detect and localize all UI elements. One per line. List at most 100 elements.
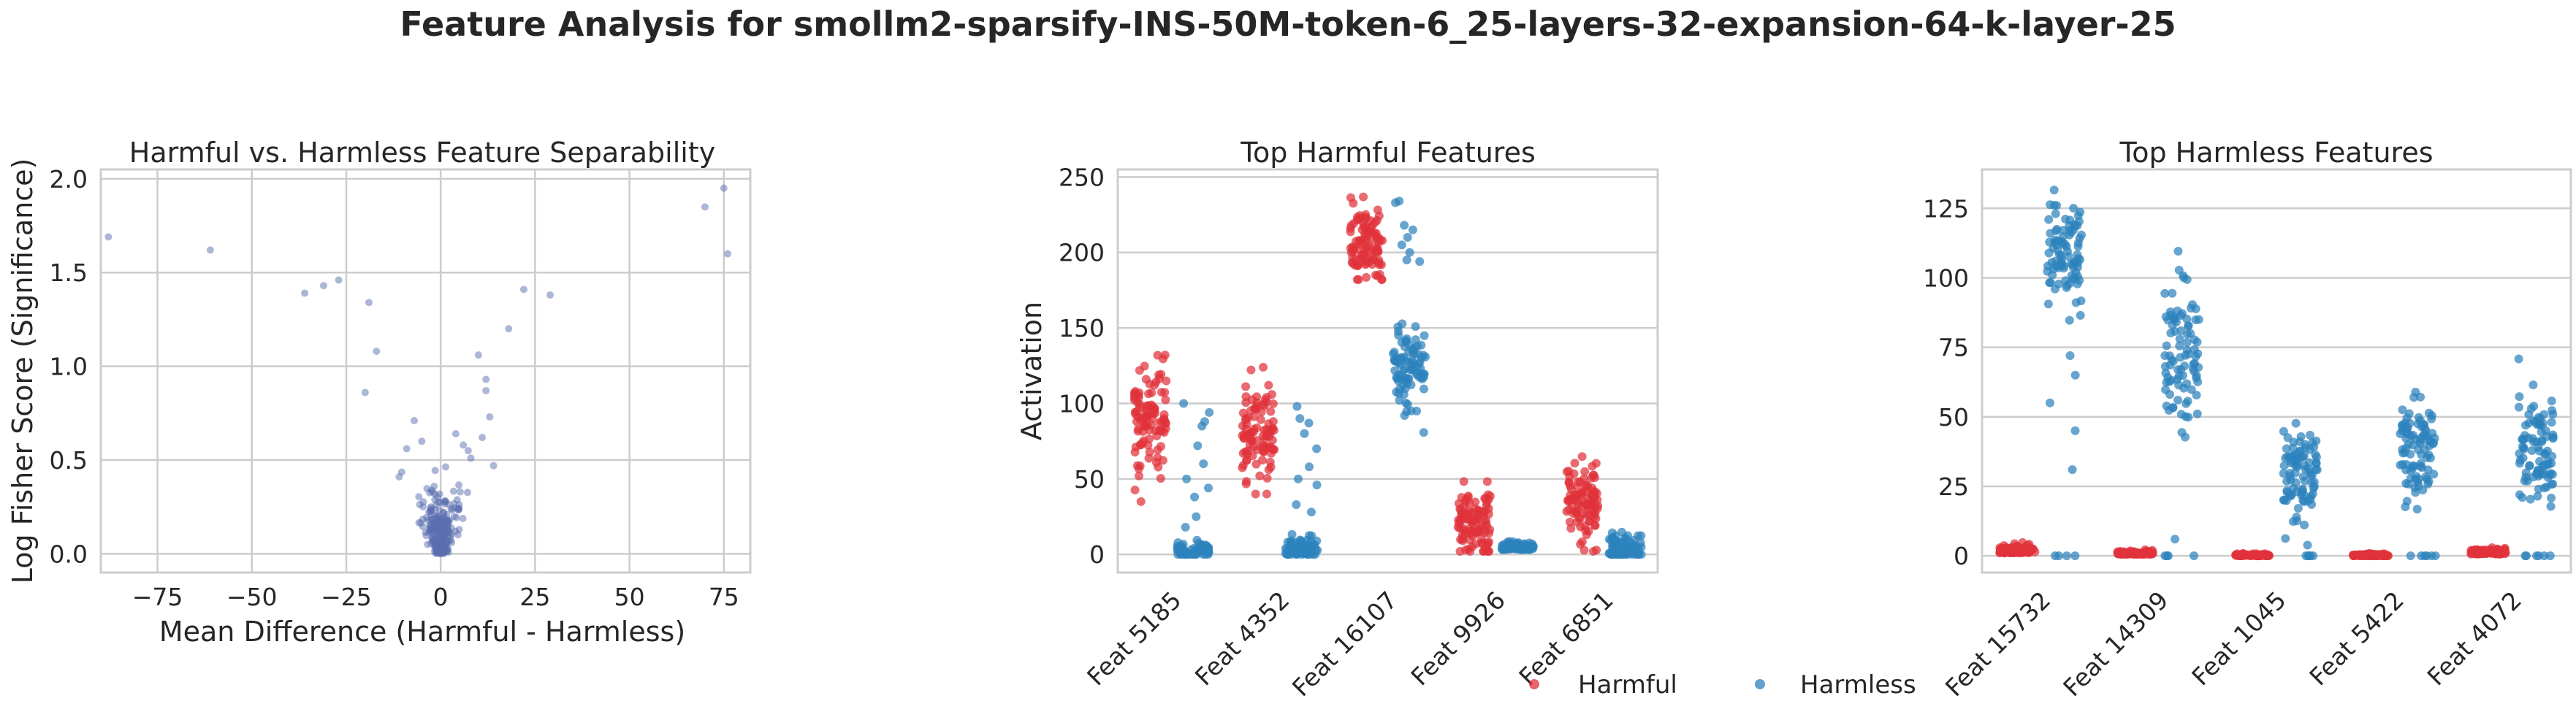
panel-3-point [2192, 391, 2201, 400]
panel-1-point [403, 445, 411, 453]
panel-1-point [451, 430, 460, 438]
panel-3-point [2059, 226, 2068, 235]
panel-2-point [1130, 448, 1140, 457]
panel-2-point [1562, 467, 1571, 477]
panel-2-point [1415, 257, 1425, 267]
panel-1-point [446, 536, 454, 544]
panel-2-point [1190, 492, 1200, 502]
panel-3-ytick-label: 0 [1954, 542, 1969, 570]
panel-2-point [1246, 365, 1256, 375]
panel-3-point [2482, 548, 2491, 558]
panel-3-point [2070, 370, 2080, 380]
panel-2-point [1151, 458, 1161, 467]
panel-3-point [2545, 551, 2555, 561]
panel-3-point [2535, 470, 2545, 479]
panel-2-point [1265, 457, 1275, 467]
panel-2-point [1454, 516, 1463, 525]
panel-1-point [459, 515, 467, 523]
panel-3-point [2062, 280, 2072, 290]
panel-1-xtick-label: 75 [709, 583, 739, 611]
panel-3-point [2076, 296, 2086, 305]
panel-2-xtick-label: Feat 5185 [1081, 586, 1186, 691]
panel-1-point [443, 544, 451, 552]
panel-3-point [2291, 418, 2301, 428]
panel-3-point [2183, 329, 2192, 339]
panel-1-point [464, 489, 472, 497]
panel-3-ytick-label: 125 [1923, 194, 1969, 223]
panel-3-point [2160, 288, 2170, 298]
panel-2-point [1564, 478, 1574, 487]
panel-3-point [2165, 351, 2174, 361]
panel-2-ytick-label: 250 [1059, 163, 1105, 191]
panel-2-point [1569, 495, 1579, 505]
panel-3-point [2077, 230, 2087, 240]
panel-3-point [2305, 430, 2314, 440]
panel-2-point [1153, 445, 1162, 455]
panel-3-point [2059, 264, 2068, 273]
panel-2-point [1241, 479, 1251, 489]
panel-2-point [1268, 390, 1277, 399]
panel-3-xtick-label: Feat 1045 [2186, 586, 2291, 691]
panel-3-point [2308, 489, 2317, 499]
panel-3-point [2146, 548, 2156, 557]
panel-2-point [1477, 538, 1487, 548]
panel-2-point [1482, 502, 1491, 511]
panel-1-point [438, 530, 446, 538]
panel-1-point [450, 499, 458, 508]
panel-1-point [410, 417, 418, 425]
panel-2-point [1590, 502, 1600, 512]
panel-3-point [2161, 368, 2171, 378]
panel-top-harmful: Top Harmful Features 0 50 100 150 200 250 Feat… [1015, 137, 1659, 702]
panel-2-point [1460, 497, 1470, 507]
panel-1-point [482, 375, 490, 383]
panel-1-point [418, 437, 426, 445]
panel-3-point [2062, 242, 2071, 251]
panel-3-point [2168, 321, 2177, 330]
panel-2-point [1304, 418, 1314, 428]
panel-1-point [452, 513, 460, 521]
panel-1-xtick-label: 25 [519, 583, 550, 611]
panel-1-point [482, 386, 490, 394]
panel-1-ytick-label: 0.5 [50, 446, 88, 475]
panel-2-point [1373, 244, 1382, 253]
panel-2-point [1464, 544, 1474, 554]
panel-3-point [2285, 472, 2295, 481]
panel-3-point [2491, 549, 2500, 559]
panel-3-point [2413, 445, 2423, 454]
panel-2-point [1205, 407, 1214, 417]
panel-2-point [1304, 462, 1314, 472]
panel-1-points [104, 184, 731, 558]
panel-2-point [1292, 402, 1302, 411]
panel-3-point [2293, 460, 2303, 470]
panel-3-point [2010, 546, 2019, 556]
panel-2-point [1577, 489, 1586, 498]
panel-2-point [1245, 434, 1254, 443]
panel-2-point [1257, 456, 1267, 465]
panel-2-point [1604, 548, 1614, 558]
panel-2-point [1400, 342, 1409, 351]
panel-1-point [435, 517, 443, 525]
panel-3-point [2414, 474, 2423, 483]
panel-3-point [2263, 551, 2272, 560]
panel-2-point [1241, 392, 1251, 402]
panel-3-point [2131, 548, 2141, 557]
panel-2-point [1483, 490, 1493, 499]
panel-2-xtick-label: Feat 4352 [1189, 586, 1295, 691]
panel-3-point [2065, 230, 2074, 240]
panel-3-point [2046, 277, 2055, 287]
panel-3-point [2297, 488, 2306, 497]
panel-2-point [1577, 452, 1587, 462]
legend: Harmful Harmless [1529, 670, 1916, 700]
panel-2-point [1346, 221, 1356, 230]
panel-2-point [1197, 421, 1207, 431]
panel-3-point [2176, 364, 2186, 374]
panel-3-point [2525, 462, 2534, 471]
panel-1-point [104, 233, 113, 241]
panel-3-point [2304, 458, 2314, 467]
panel-2-point [1161, 395, 1170, 405]
panel-3-point [2497, 545, 2507, 555]
panel-1-title: Harmful vs. Harmless Feature Separabilit… [129, 137, 716, 169]
panel-2-point [1352, 275, 1362, 284]
panel-2-point [1460, 529, 1470, 539]
panel-1-xlabel: Mean Difference (Harmful - Harmless) [159, 616, 685, 648]
